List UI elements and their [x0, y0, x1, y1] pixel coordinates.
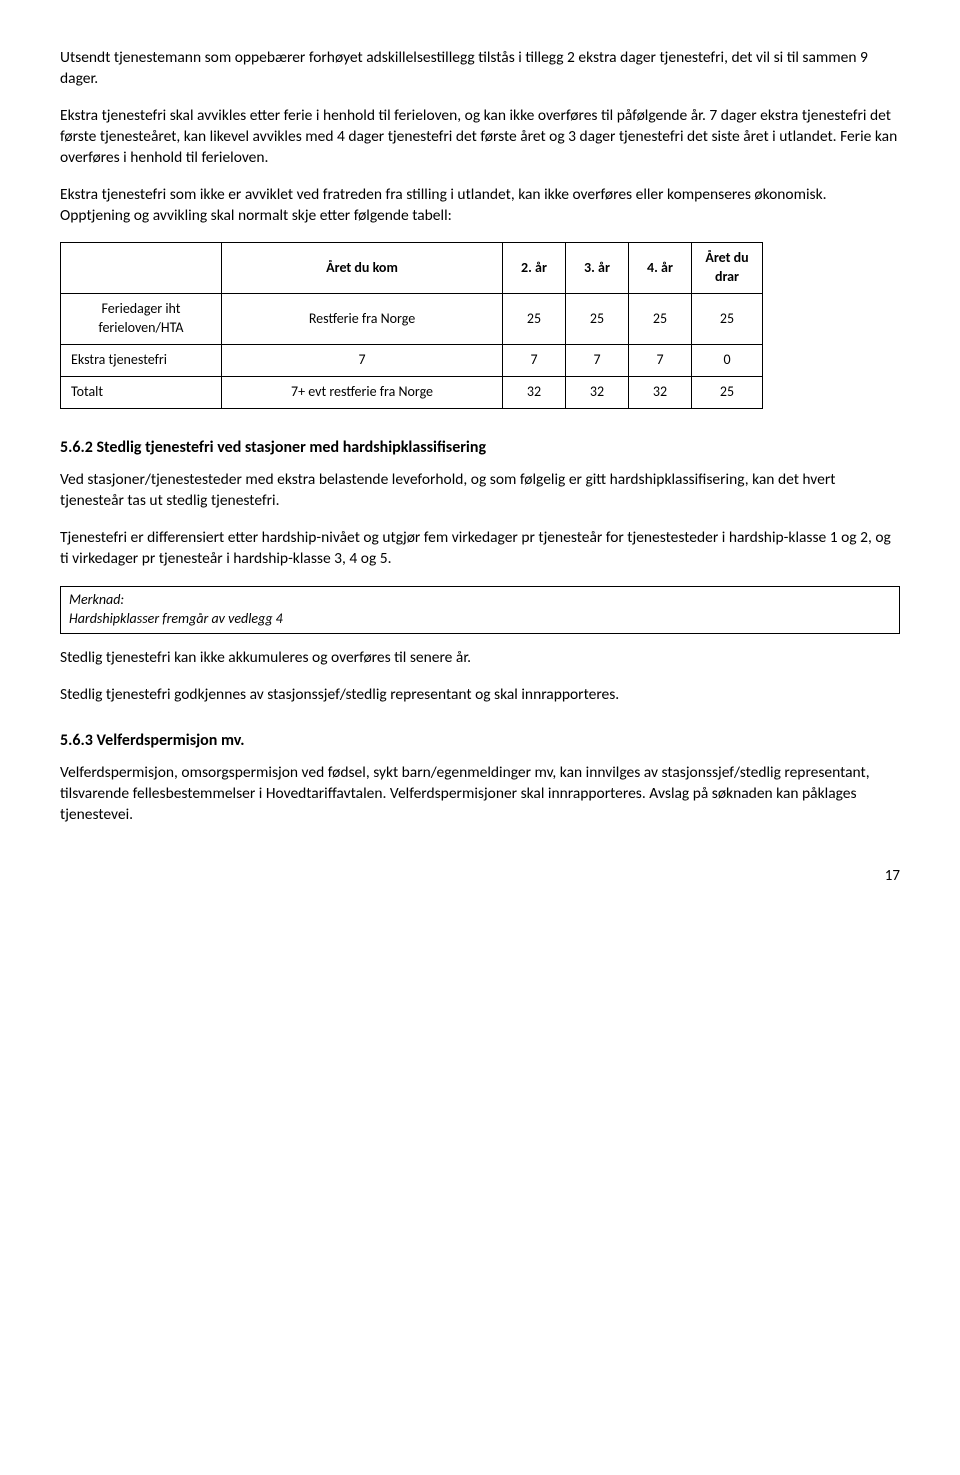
table-cell: 7 [222, 345, 503, 377]
table-row: Feriedager iht ferieloven/HTA Restferie … [61, 294, 763, 345]
paragraph: Tjenestefri er differensiert etter hards… [60, 528, 900, 570]
table-cell: 32 [566, 376, 629, 408]
merknad-box: Merknad: Hardshipklasser fremgår av vedl… [60, 586, 900, 634]
paragraph: Stedlig tjenestefri godkjennes av stasjo… [60, 685, 900, 706]
heading-563: 5.6.3 Velferdspermisjon mv. [60, 730, 900, 752]
paragraph: Utsendt tjenestemann som oppebærer forhø… [60, 48, 900, 90]
merknad-text: Hardshipklasser fremgår av vedlegg 4 [69, 610, 891, 629]
table-cell: Feriedager iht ferieloven/HTA [61, 294, 222, 345]
table-header-row: Året du kom 2. år 3. år 4. år Året du dr… [61, 243, 763, 294]
table-cell: 25 [692, 376, 763, 408]
table-row: Totalt 7+ evt restferie fra Norge 32 32 … [61, 376, 763, 408]
table-cell: 0 [692, 345, 763, 377]
paragraph: Ekstra tjenestefri som ikke er avviklet … [60, 185, 900, 227]
table-header-cell: Året du drar [692, 243, 763, 294]
table-cell: Restferie fra Norge [222, 294, 503, 345]
table-cell: 32 [503, 376, 566, 408]
page-number: 17 [60, 866, 900, 886]
merknad-label: Merknad: [69, 591, 891, 610]
table-cell: 7+ evt restferie fra Norge [222, 376, 503, 408]
tjenestefri-table: Året du kom 2. år 3. år 4. år Året du dr… [60, 242, 763, 408]
paragraph: Ved stasjoner/tjenestesteder med ekstra … [60, 470, 900, 512]
table-cell: Ekstra tjenestefri [61, 345, 222, 377]
table-row: Ekstra tjenestefri 7 7 7 7 0 [61, 345, 763, 377]
table-header-cell: 2. år [503, 243, 566, 294]
paragraph: Velferdspermisjon, omsorgspermisjon ved … [60, 763, 900, 826]
heading-562: 5.6.2 Stedlig tjenestefri ved stasjoner … [60, 437, 900, 459]
table-cell: 32 [629, 376, 692, 408]
table-cell: 7 [566, 345, 629, 377]
table-header-cell: 4. år [629, 243, 692, 294]
table-cell: 25 [629, 294, 692, 345]
table-cell: 25 [566, 294, 629, 345]
table-cell: Totalt [61, 376, 222, 408]
table-header-cell: 3. år [566, 243, 629, 294]
table-cell: 7 [503, 345, 566, 377]
table-cell: 25 [503, 294, 566, 345]
table-cell: 7 [629, 345, 692, 377]
paragraph: Ekstra tjenestefri skal avvikles etter f… [60, 106, 900, 169]
table-header-cell: Året du kom [222, 243, 503, 294]
table-header-cell [61, 243, 222, 294]
table-cell: 25 [692, 294, 763, 345]
paragraph: Stedlig tjenestefri kan ikke akkumuleres… [60, 648, 900, 669]
